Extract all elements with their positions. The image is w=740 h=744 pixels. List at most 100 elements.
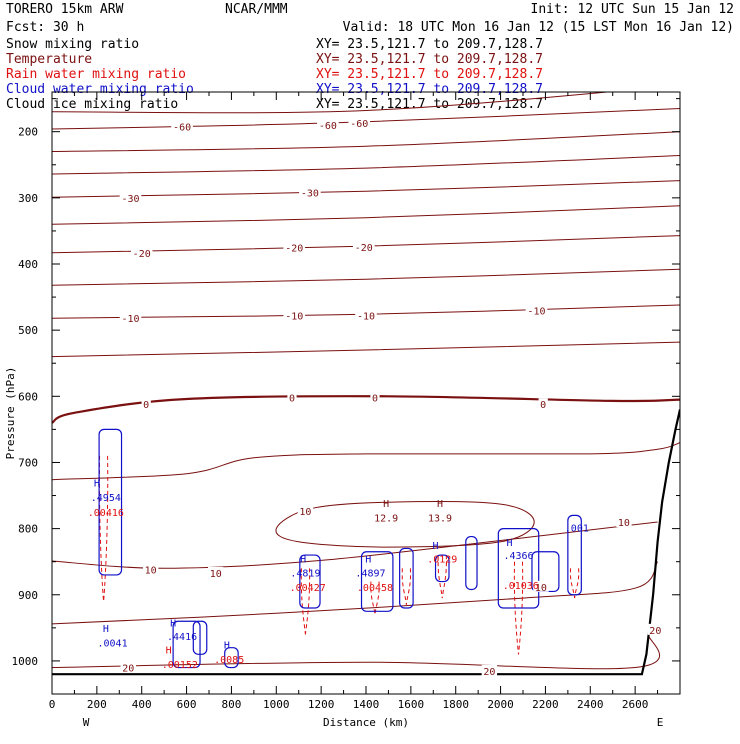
valid-time-label: Valid: 18 UTC Mon 16 Jan 12 (15 LST Mon …	[343, 20, 734, 35]
contour-label: 0	[143, 400, 149, 411]
contour-label-bg	[355, 309, 377, 321]
cloud-water-contour-0	[98, 428, 123, 576]
annotation-label: H	[224, 640, 230, 651]
contour-label-bg	[141, 398, 151, 410]
contour-label: 20	[649, 626, 661, 637]
contour-label: 10	[145, 566, 157, 577]
contour-label: 10	[535, 583, 547, 594]
x-tick-label: 0	[49, 698, 56, 711]
contour-label: -60	[173, 122, 191, 133]
y-tick-label: 600	[18, 390, 38, 403]
isotherm-line-10	[52, 395, 680, 424]
contour-label: -10	[285, 312, 303, 323]
contour-label: -30	[301, 189, 319, 200]
contour-label-bg	[120, 661, 136, 673]
x-tick-label: 600	[177, 698, 197, 711]
isotherm-line-5	[52, 205, 680, 225]
x-tick-label: 1800	[442, 698, 469, 711]
contour-label-bg	[481, 664, 498, 676]
cloud-water-contour-7	[434, 554, 450, 583]
rain-water-contour-pair-2	[374, 581, 380, 615]
rain-water-contour-6	[569, 568, 576, 599]
annotation-label: .4366	[503, 551, 533, 562]
annotation-label: .4819	[290, 568, 320, 579]
contour-label-bg	[208, 566, 224, 578]
cloud-water-contour-4	[299, 554, 321, 609]
east-end-label: E	[657, 716, 664, 729]
legend-xy-range: XY= 23.5,121.7 to 209.7,128.7	[316, 52, 543, 67]
y-tick-label: 200	[18, 126, 38, 139]
x-tick-label: 1000	[263, 698, 290, 711]
isotherm-line-13	[52, 561, 659, 625]
contour-label-bg	[297, 504, 314, 516]
contour-label: 20	[122, 664, 134, 675]
isotherm-line-1	[52, 108, 680, 130]
annotation-label: 13.9	[428, 513, 452, 524]
contour-label: -10	[121, 314, 139, 325]
plot-content: -60-60 -60 -60-30 -30-20 -20 -20-10 -10 -10 -100…	[52, 92, 680, 678]
annotation-label: .00416	[88, 508, 124, 519]
west-end-label: W	[83, 716, 90, 729]
y-tick-label: 700	[18, 456, 38, 469]
annotation-label: .00458	[357, 583, 393, 594]
cloud-water-contour-9	[497, 528, 540, 609]
cloud-water-contour-8	[465, 535, 478, 591]
y-tick-label: 900	[18, 589, 38, 602]
contour-label-bg	[299, 186, 321, 198]
annotation-label: .0085	[214, 655, 244, 666]
x-tick-label: 2600	[622, 698, 649, 711]
isotherm-line-12	[52, 521, 658, 569]
annotation-label: .00427	[290, 583, 326, 594]
contour-label-bg	[119, 191, 142, 203]
y-tick-label: 800	[18, 523, 38, 536]
cloud-water-contour-1	[172, 620, 201, 669]
contour-label-bg	[352, 240, 375, 252]
y-tick-label: 1000	[12, 655, 39, 668]
contour-label-bg	[533, 580, 549, 592]
x-tick-label: 1600	[398, 698, 425, 711]
contour-label: 10	[210, 569, 222, 580]
annotation-label: H	[300, 554, 306, 565]
annotation-label: .01036	[503, 581, 539, 592]
contour-label: -20	[133, 249, 151, 260]
contour-label-bg	[616, 516, 632, 527]
annotation-label: .0041	[98, 638, 128, 649]
cloud-water-contour-2	[192, 620, 208, 655]
contour-label: 10	[618, 518, 630, 529]
x-tick-label: 2000	[487, 698, 514, 711]
y-tick-label: 500	[18, 324, 38, 337]
cloud-water-contour-3	[224, 647, 239, 669]
cloud-water-contour-5	[360, 551, 394, 612]
rain-water-contour-pair-5	[518, 561, 524, 655]
plot-axes: 0 200 400 600 800 1000 1200 1400 1600 1800 2000 220…	[4, 91, 681, 729]
annotation-label: 12.9	[374, 513, 398, 524]
contour-label: 0	[540, 400, 546, 411]
annotation-label: H	[437, 499, 443, 510]
terrain-line	[52, 409, 680, 676]
isotherm-line-4	[52, 180, 680, 198]
contour-label-bg	[348, 117, 371, 129]
contour-label: -20	[355, 243, 373, 254]
isotherm-line-7	[52, 268, 680, 286]
rain-water-contour-3	[401, 568, 407, 605]
cloud-water-contour-6	[399, 547, 414, 609]
legend-xy-range: XY= 23.5,121.7 to 209.7,128.7	[316, 37, 543, 52]
legend-xy-range: XY= 23.5,121.7 to 209.7,128.7	[316, 67, 543, 82]
legend-field-label: Cloud water mixing ratio	[6, 82, 194, 97]
rain-water-contour-5	[513, 561, 520, 655]
x-tick-label: 800	[221, 698, 241, 711]
model-title: TORERO 15km ARW	[6, 2, 124, 17]
annotation-label: .4954	[91, 493, 121, 504]
legend-field-label: Rain water mixing ratio	[6, 67, 186, 82]
annotation-label: H	[103, 624, 109, 635]
contour-label-bg	[171, 120, 193, 132]
contour-label: 20	[483, 667, 495, 678]
rain-water-contour-2	[370, 581, 376, 615]
legend-field-label: Snow mixing ratio	[6, 37, 139, 52]
contour-label: -60	[319, 121, 337, 132]
figure-header: TORERO 15km ARW NCAR/MMM Init: 12 UTC Su…	[6, 2, 734, 35]
isotherm-line-3	[52, 155, 680, 175]
field-legend: Snow mixing ratio XY= 23.5,121.7 to 209.7…	[6, 37, 543, 112]
contour-label-bg	[370, 391, 380, 403]
